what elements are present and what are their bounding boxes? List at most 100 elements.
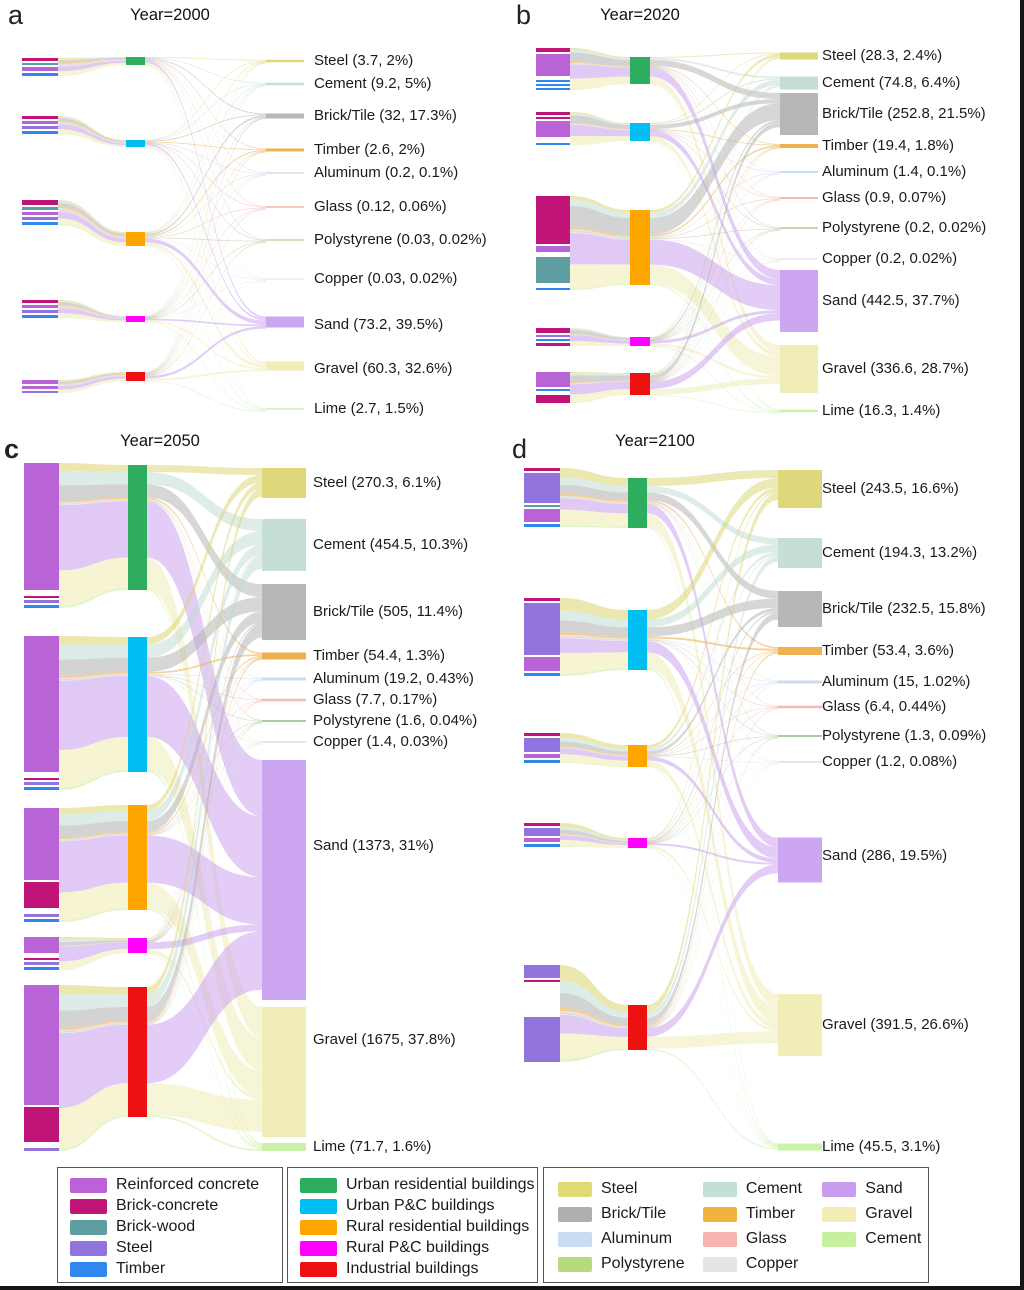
- flow-ribbon: [570, 63, 630, 68]
- source-strip-bc: [524, 468, 560, 471]
- flow-ribbon: [650, 343, 780, 379]
- flow-ribbon: [59, 810, 128, 826]
- flow-ribbon: [650, 129, 780, 229]
- material-node-d-Steel: [778, 470, 822, 508]
- flow-ribbon: [570, 62, 630, 67]
- flow-ribbon: [560, 652, 628, 674]
- material-node-a-Timber: [266, 148, 304, 152]
- flow-ribbon: [560, 632, 628, 639]
- flow-ribbon: [650, 57, 780, 338]
- flow-ribbon: [650, 173, 780, 341]
- flow-ribbon: [59, 833, 128, 840]
- flow-ribbon: [147, 500, 262, 721]
- flow-ribbon: [59, 938, 128, 943]
- material-node-b-Lime: [780, 409, 818, 413]
- legend-swatch: [558, 1206, 592, 1222]
- flow-ribbon: [560, 741, 628, 755]
- source-strip-tb: [24, 787, 59, 790]
- flow-ribbon: [59, 835, 128, 842]
- flow-ribbon: [560, 636, 628, 641]
- material-label-a-Lime: Lime (2.7, 1.5%): [314, 400, 425, 417]
- legend-item-material: Steel: [558, 1177, 703, 1202]
- material-node-c-Gravel: [262, 1007, 306, 1137]
- source-strip-rc: [524, 838, 560, 842]
- flow-ribbon: [58, 317, 126, 322]
- flow-ribbon: [145, 141, 266, 150]
- flow-ribbon: [147, 673, 262, 679]
- legend-item-source: Brick-wood: [70, 1217, 282, 1238]
- legend-label: Polystyrene: [601, 1255, 685, 1273]
- source-strip-rc: [536, 246, 570, 252]
- material-node-b-Aluminum: [780, 171, 818, 173]
- material-node-c-Sand: [262, 760, 306, 1000]
- flow-ribbon: [570, 328, 630, 338]
- source-strip-st: [22, 310, 58, 313]
- flow-ribbon: [147, 931, 262, 1084]
- source-strip-bw: [22, 63, 58, 65]
- flow-ribbon: [560, 747, 628, 756]
- flow-ribbon: [650, 122, 780, 381]
- flow-ribbon: [145, 64, 266, 409]
- flow-ribbon: [147, 737, 262, 1071]
- building-node-a-0: [126, 57, 145, 65]
- flow-ribbon: [560, 748, 628, 757]
- flow-ribbon: [570, 112, 630, 124]
- flow-ribbon: [145, 173, 266, 238]
- building-node-b-0: [630, 57, 650, 84]
- flow-ribbon: [145, 85, 266, 374]
- flow-ribbon: [650, 264, 780, 377]
- flow-ribbon: [58, 306, 126, 319]
- flow-ribbon: [647, 652, 778, 1027]
- flow-ribbon: [58, 206, 126, 237]
- flow-ribbon: [570, 83, 630, 90]
- source-strip-bc: [24, 596, 59, 598]
- flows-layer-c: [59, 463, 262, 1152]
- flow-ribbon: [560, 965, 628, 1013]
- flow-ribbon: [58, 307, 126, 319]
- flow-ribbon: [59, 908, 128, 922]
- flow-ribbon: [650, 239, 780, 311]
- source-strip-bc: [24, 958, 59, 960]
- legend-swatch: [702, 1181, 737, 1197]
- flow-ribbon: [650, 260, 780, 342]
- source-strip-tb: [524, 844, 560, 847]
- legend-swatch: [300, 1177, 337, 1193]
- flow-ribbon: [145, 209, 266, 376]
- flow-ribbon: [59, 1023, 128, 1032]
- flow-ribbon: [570, 124, 630, 130]
- material-node-d-Polystyrene: [778, 735, 822, 737]
- flow-ribbon: [570, 334, 630, 341]
- flow-ribbon: [59, 588, 128, 608]
- material-label-d-Steel: Steel (243.5, 16.6%): [822, 480, 959, 497]
- building-node-c-3: [128, 938, 147, 953]
- flow-ribbon: [647, 864, 778, 1037]
- flow-ribbon: [650, 173, 780, 382]
- building-node-c-1: [128, 637, 147, 772]
- flow-ribbon: [570, 381, 630, 395]
- material-label-c-Polystyrene: Polystyrene (1.6, 0.04%): [313, 712, 478, 729]
- flow-ribbon: [59, 985, 128, 995]
- legend-swatch: [70, 1177, 107, 1193]
- flow-ribbon: [647, 737, 778, 1029]
- flow-ribbon: [647, 1048, 778, 1150]
- source-strip-st: [524, 603, 560, 655]
- flow-ribbon: [147, 657, 262, 1023]
- flow-ribbon: [59, 484, 128, 501]
- material-label-b-Aluminum: Aluminum (1.4, 0.1%): [822, 163, 967, 180]
- flow-ribbon: [59, 832, 128, 840]
- source-strip-st: [22, 391, 58, 393]
- flow-ribbon: [59, 882, 128, 921]
- flow-ribbon: [59, 821, 128, 838]
- flow-ribbon: [647, 681, 778, 757]
- flow-ribbon: [650, 85, 780, 376]
- flow-ribbon: [59, 834, 128, 841]
- flow-ribbon: [147, 556, 262, 1008]
- flow-ribbon: [570, 380, 630, 384]
- flow-ribbon: [59, 940, 128, 946]
- flow-ribbon: [650, 199, 780, 382]
- flow-ribbon: [570, 334, 630, 341]
- panel-a-title: Year=2000: [130, 6, 210, 24]
- panel-d-title: Year=2100: [615, 432, 695, 450]
- legend-swatch: [702, 1231, 737, 1247]
